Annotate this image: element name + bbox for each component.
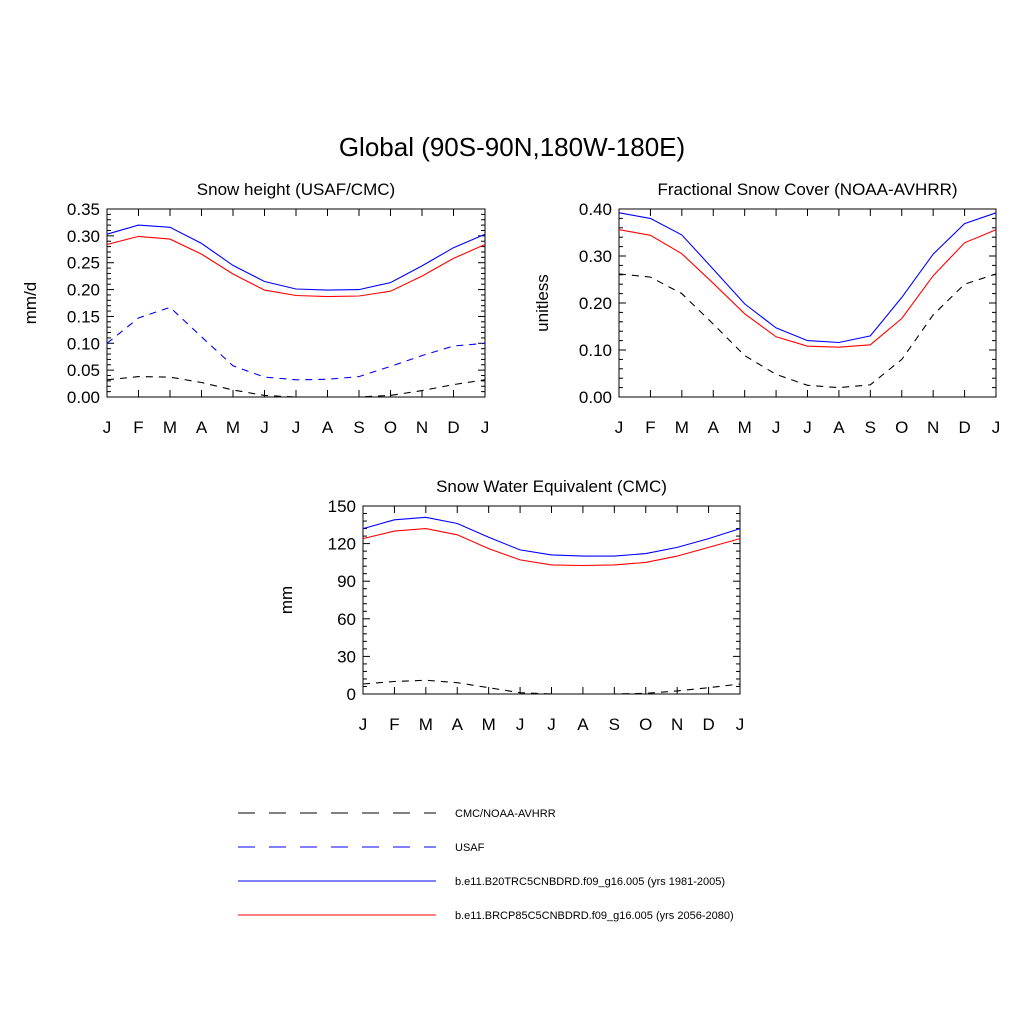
series-line <box>618 212 997 344</box>
x-tick-label: A <box>833 418 845 437</box>
legend-label: b.e11.B20TRC5CNBDRD.f09_g16.005 (yrs 198… <box>455 876 725 888</box>
series-line <box>362 528 741 567</box>
y-tick-label: 0.35 <box>67 200 100 219</box>
x-tick-label: N <box>416 418 428 437</box>
panel-2: Fractional Snow Cover (NOAA-AVHRR) 0.00 0.… <box>533 180 1000 437</box>
panel-title: Snow height (USAF/CMC) <box>197 180 395 199</box>
y-tick-label: 0.30 <box>579 247 612 266</box>
x-tick-label: F <box>133 418 143 437</box>
y-tick-label: 0.25 <box>67 254 100 273</box>
y-tick-label: 0.20 <box>579 294 612 313</box>
x-tick-label: N <box>671 715 683 734</box>
x-tick-label: M <box>738 418 752 437</box>
panel-1: Snow height (USAF/CMC) 0.00 0.05 0.10 0.15 0.… <box>21 180 489 437</box>
series-line <box>362 679 741 695</box>
series-line <box>106 376 486 398</box>
series-line <box>106 224 486 291</box>
series-line <box>106 306 486 381</box>
panel-title: Fractional Snow Cover (NOAA-AVHRR) <box>657 180 957 199</box>
x-tick-label: A <box>708 418 720 437</box>
series-line <box>106 235 486 298</box>
x-tick-label: J <box>772 418 781 437</box>
x-tick-label: J <box>992 418 1001 437</box>
x-tick-label: D <box>702 715 714 734</box>
y-tick-label: 0.00 <box>579 388 612 407</box>
x-tick-label: M <box>226 418 240 437</box>
x-tick-label: J <box>615 418 624 437</box>
x-tick-label: M <box>163 418 177 437</box>
x-tick-label: J <box>516 715 525 734</box>
x-tick-label: S <box>865 418 876 437</box>
legend-label: CMC/NOAA-AVHRR <box>455 808 556 820</box>
x-tick-label: M <box>419 715 433 734</box>
x-tick-label: D <box>958 418 970 437</box>
x-tick-label: O <box>384 418 397 437</box>
panel-title: Snow Water Equivalent (CMC) <box>436 477 667 496</box>
x-tick-label: S <box>609 715 620 734</box>
x-tick-label: M <box>482 715 496 734</box>
y-tick-label: 0.20 <box>67 281 100 300</box>
y-tick-label: 0.30 <box>67 227 100 246</box>
x-tick-label: J <box>103 418 112 437</box>
x-tick-label: A <box>577 715 589 734</box>
legend-item: CMC/NOAA-AVHRR <box>238 808 556 820</box>
x-tick-label: O <box>895 418 908 437</box>
series-line <box>618 273 997 389</box>
y-tick-label: 150 <box>328 497 356 516</box>
y-tick-label: 0.10 <box>67 334 100 353</box>
y-tick-label: 60 <box>337 610 356 629</box>
legend: CMC/NOAA-AVHRR USAF b.e11.B20TRC5CNBDRD.f0… <box>238 808 734 922</box>
legend-label: USAF <box>455 842 485 854</box>
x-tick-label: D <box>447 418 459 437</box>
x-tick-label: J <box>359 715 368 734</box>
x-tick-label: J <box>736 715 745 734</box>
y-tick-label: 120 <box>328 535 356 554</box>
x-tick-label: S <box>353 418 364 437</box>
x-tick-label: J <box>292 418 301 437</box>
y-tick-label: 0.00 <box>67 388 100 407</box>
y-tick-label: 30 <box>337 647 356 666</box>
x-tick-label: M <box>675 418 689 437</box>
x-tick-label: N <box>927 418 939 437</box>
x-tick-label: A <box>196 418 208 437</box>
y-tick-label: 0 <box>347 685 356 704</box>
x-tick-label: F <box>645 418 655 437</box>
chart-panels: Snow height (USAF/CMC) 0.00 0.05 0.10 0.15 0.… <box>21 180 1000 734</box>
legend-item: b.e11.B20TRC5CNBDRD.f09_g16.005 (yrs 198… <box>238 876 725 888</box>
legend-item: USAF <box>238 842 485 854</box>
legend-label: b.e11.BRCP85C5CNBDRD.f09_g16.005 (yrs 20… <box>455 910 734 922</box>
x-tick-label: A <box>322 418 334 437</box>
figure-title: Global (90S-90N,180W-180E) <box>339 132 685 162</box>
x-tick-label: J <box>547 715 556 734</box>
y-tick-label: 0.40 <box>579 200 612 219</box>
series-line <box>362 516 741 557</box>
y-axis-label: unitless <box>533 274 552 332</box>
x-tick-label: A <box>452 715 464 734</box>
plot-frame <box>106 208 486 398</box>
series-line <box>618 229 997 348</box>
x-tick-label: J <box>803 418 812 437</box>
y-axis-label: mm <box>277 586 296 614</box>
y-tick-label: 0.10 <box>579 341 612 360</box>
x-tick-label: F <box>389 715 399 734</box>
panel-3: Snow Water Equivalent (CMC) 0 30 60 90 120 150… <box>277 477 744 734</box>
y-axis-label: mm/d <box>21 282 40 325</box>
y-tick-label: 90 <box>337 572 356 591</box>
plot-frame <box>618 208 997 398</box>
x-tick-label: J <box>481 418 490 437</box>
x-tick-label: J <box>260 418 269 437</box>
legend-item: b.e11.BRCP85C5CNBDRD.f09_g16.005 (yrs 20… <box>238 910 734 922</box>
x-tick-label: O <box>639 715 652 734</box>
y-tick-label: 0.05 <box>67 361 100 380</box>
y-tick-label: 0.15 <box>67 307 100 326</box>
plot-frame <box>362 505 741 695</box>
